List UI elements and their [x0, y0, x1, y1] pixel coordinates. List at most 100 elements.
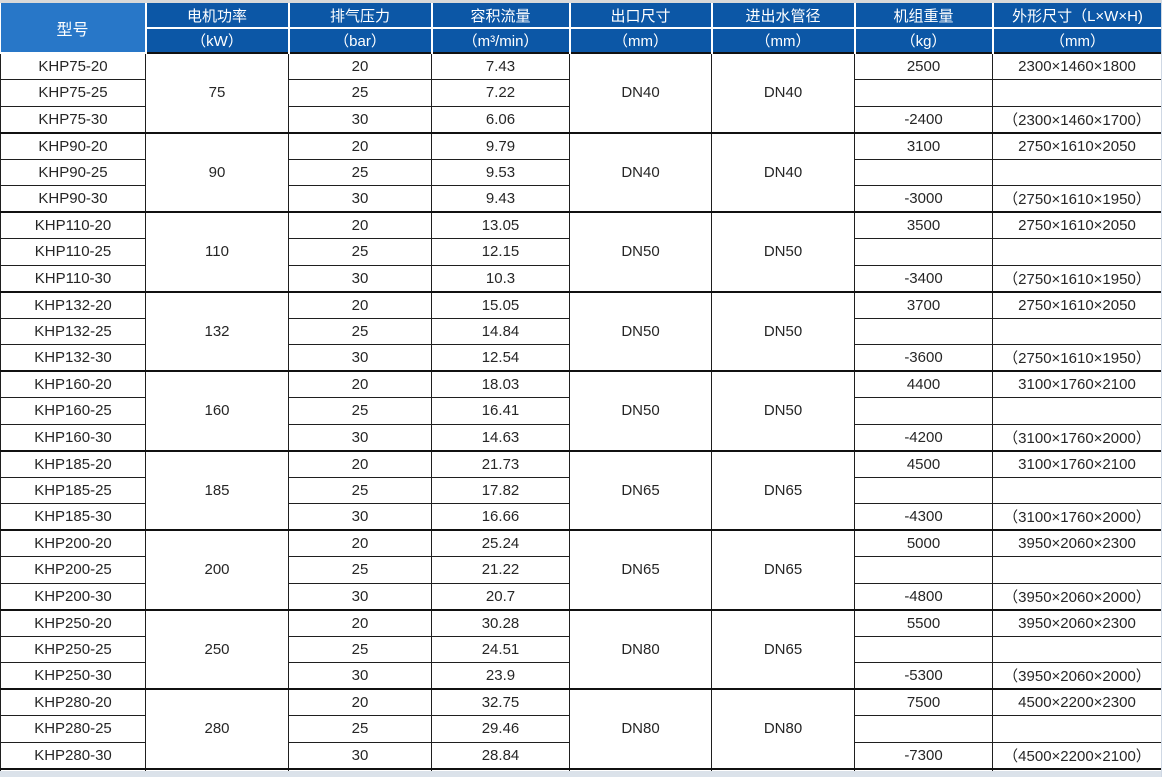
model-cell: KHP185-30: [0, 503, 146, 531]
power-cell: 280: [145, 688, 289, 769]
bottom-gray-strip: [0, 771, 1168, 777]
model-cell: KHP90-20: [0, 131, 146, 160]
dimensions-cell: 2300×1460×1800: [992, 52, 1162, 80]
table-header: 型号 电机功率 排气压力 容积流量 出口尺寸 进出水管径 机组重量 外形尺寸（L…: [0, 3, 1162, 54]
header-volume-flow: 容积流量: [430, 3, 570, 29]
model-cell: KHP75-20: [0, 52, 146, 80]
dimensions-cell: （2750×1610×1950）: [992, 185, 1162, 213]
model-cell: KHP110-25: [0, 238, 146, 266]
flow-cell: 7.43: [431, 52, 570, 80]
table-row: KHP110-30 30 10.3 -3400 （2750×1610×1950）: [0, 264, 1162, 292]
weight-cell: -5300: [854, 662, 993, 690]
pressure-cell: 25: [288, 635, 432, 663]
header-motor-power: 电机功率: [144, 3, 289, 29]
flow-cell: 32.75: [431, 688, 570, 716]
pipe-cell: DN50: [711, 290, 855, 371]
flow-cell: 13.05: [431, 211, 570, 239]
pressure-cell: 25: [288, 715, 432, 743]
table-row: KHP250-25 25 24.51: [0, 635, 1162, 663]
header-unit-m3min: （m³/min）: [430, 28, 570, 53]
flow-cell: 21.73: [431, 449, 570, 478]
model-cell: KHP250-25: [0, 635, 146, 663]
flow-cell: 9.79: [431, 131, 570, 160]
pressure-cell: 30: [288, 503, 432, 531]
pressure-cell: 20: [288, 449, 432, 478]
table-row: KHP160-25 25 16.41: [0, 397, 1162, 425]
dimensions-cell: （3100×1760×2000）: [992, 423, 1162, 451]
pressure-cell: 25: [288, 556, 432, 584]
flow-cell: 15.05: [431, 290, 570, 319]
weight-cell: [854, 397, 993, 425]
table-row: KHP90-20 90 20 9.79 DN40 DN40 3100 2750×1610×20…: [0, 131, 1162, 212]
outlet-cell: DN65: [569, 449, 712, 530]
flow-cell: 30.28: [431, 608, 570, 637]
flow-cell: 10.3: [431, 264, 570, 292]
model-cell: KHP280-30: [0, 741, 146, 769]
weight-cell: [854, 79, 993, 107]
table-row: KHP75-20 75 20 7.43 DN40 DN40 2500 2300×1460×18…: [0, 52, 1162, 133]
header-outlet-size: 出口尺寸: [568, 3, 712, 29]
model-cell: KHP185-20: [0, 449, 146, 478]
model-cell: KHP200-30: [0, 582, 146, 610]
pressure-cell: 20: [288, 52, 432, 80]
power-cell: 90: [145, 131, 289, 212]
weight-cell: [854, 715, 993, 743]
flow-cell: 12.54: [431, 344, 570, 372]
pressure-cell: 30: [288, 423, 432, 451]
dimensions-cell: [992, 397, 1162, 425]
power-cell: 160: [145, 370, 289, 451]
flow-cell: 28.84: [431, 741, 570, 769]
weight-cell: 4500: [854, 449, 993, 478]
weight-cell: [854, 476, 993, 504]
model-cell: KHP110-30: [0, 264, 146, 292]
flow-cell: 25.24: [431, 529, 570, 557]
pipe-cell: DN65: [711, 608, 855, 689]
pressure-cell: 20: [288, 529, 432, 557]
flow-cell: 14.63: [431, 423, 570, 451]
weight-cell: -3000: [854, 185, 993, 213]
model-cell: KHP250-30: [0, 662, 146, 690]
pipe-cell: DN50: [711, 211, 855, 292]
pipe-cell: DN40: [711, 131, 855, 212]
top-gray-strip: [0, 0, 1168, 3]
outlet-cell: DN80: [569, 608, 712, 689]
table-row: KHP160-20 160 20 18.03 DN50 DN50 4400 3100×1760…: [0, 370, 1162, 451]
dimensions-cell: 2750×1610×2050: [992, 290, 1162, 319]
outlet-cell: DN80: [569, 688, 712, 769]
flow-cell: 9.53: [431, 158, 570, 186]
weight-cell: 3500: [854, 211, 993, 239]
right-gutter: [1161, 0, 1168, 777]
table-row: KHP185-25 25 17.82: [0, 476, 1162, 504]
power-cell: 200: [145, 529, 289, 610]
dimensions-cell: 3100×1760×2100: [992, 370, 1162, 398]
pressure-cell: 25: [288, 79, 432, 107]
outlet-cell: DN50: [569, 290, 712, 371]
header-unit-kg: （kg）: [853, 28, 993, 53]
pressure-cell: 25: [288, 158, 432, 186]
weight-cell: 5000: [854, 529, 993, 557]
pipe-cell: DN40: [711, 52, 855, 133]
pressure-cell: 20: [288, 211, 432, 239]
pressure-cell: 20: [288, 608, 432, 637]
model-cell: KHP185-25: [0, 476, 146, 504]
table-row: KHP132-30 30 12.54 -3600 （2750×1610×1950）: [0, 344, 1162, 372]
flow-cell: 16.41: [431, 397, 570, 425]
weight-cell: -2400: [854, 105, 993, 133]
header-title-row: 型号 电机功率 排气压力 容积流量 出口尺寸 进出水管径 机组重量 外形尺寸（L…: [0, 3, 1162, 54]
power-cell: 250: [145, 608, 289, 689]
model-cell: KHP160-20: [0, 370, 146, 398]
weight-cell: [854, 635, 993, 663]
model-cell: KHP132-25: [0, 317, 146, 345]
table-row: KHP200-20 200 20 25.24 DN65 DN65 5000 3950×2060…: [0, 529, 1162, 610]
dimensions-cell: （2750×1610×1950）: [992, 344, 1162, 372]
model-cell: KHP280-25: [0, 715, 146, 743]
model-cell: KHP90-30: [0, 185, 146, 213]
model-cell: KHP90-25: [0, 158, 146, 186]
pressure-cell: 25: [288, 397, 432, 425]
weight-cell: 3700: [854, 290, 993, 319]
table-row: KHP90-25 25 9.53: [0, 158, 1162, 186]
pipe-cell: DN50: [711, 370, 855, 451]
table-row: KHP280-30 30 28.84 -7300 （4500×2200×2100）: [0, 741, 1162, 769]
flow-cell: 12.15: [431, 238, 570, 266]
